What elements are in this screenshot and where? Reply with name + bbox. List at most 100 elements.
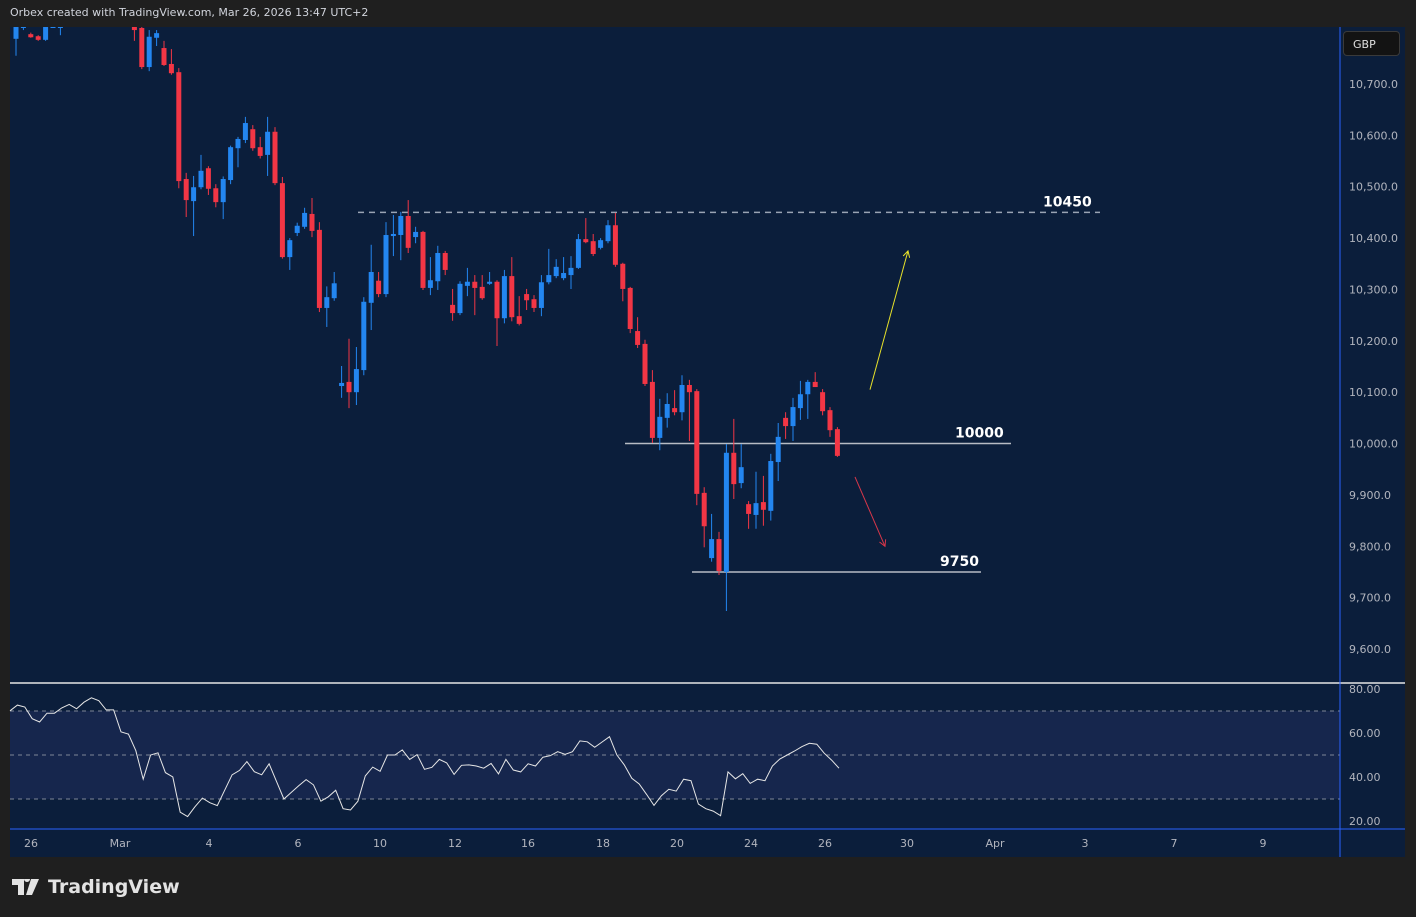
candle	[575, 233, 581, 269]
candle	[287, 238, 293, 270]
candle	[368, 244, 374, 331]
candle-body	[376, 280, 382, 295]
candle-body	[213, 188, 219, 203]
candle	[701, 487, 707, 548]
candle-body	[168, 63, 174, 74]
candle-body	[679, 384, 685, 413]
candle	[13, 27, 19, 56]
candle-body	[561, 273, 567, 279]
currency-button[interactable]: GBP	[1343, 31, 1400, 56]
candle-body	[457, 283, 463, 314]
rsi-tick-label: 20.00	[1349, 815, 1381, 828]
candle	[487, 271, 493, 285]
candle-body	[383, 235, 389, 295]
candle-body	[235, 138, 241, 149]
candle-body	[760, 502, 766, 510]
time-tick-label: 20	[670, 837, 684, 850]
time-tick-label: 10	[373, 837, 387, 850]
candle	[191, 175, 197, 237]
candle-body	[538, 282, 544, 308]
candle	[679, 375, 685, 421]
candle	[242, 116, 248, 144]
candle	[553, 259, 559, 279]
candle	[805, 379, 811, 419]
candle-body	[738, 467, 744, 484]
level-label-10450: 10450	[1043, 194, 1092, 210]
candle-body	[524, 294, 530, 301]
candle-body	[627, 287, 633, 330]
candle-body	[442, 252, 448, 270]
candle-body	[620, 263, 626, 289]
candle	[220, 176, 226, 220]
candle-body	[649, 381, 655, 438]
rsi-axis[interactable]: 80.00 60.00 40.00 20.00	[1349, 683, 1381, 828]
candle	[797, 380, 803, 420]
candle-body	[642, 343, 648, 384]
tradingview-logo[interactable]: TradingView	[12, 876, 180, 898]
candle-body	[176, 72, 182, 182]
price-tick-label: 10,000.0	[1349, 438, 1398, 451]
candle-body	[183, 179, 189, 201]
candle	[509, 257, 515, 322]
candle-body	[405, 216, 411, 248]
price-axis[interactable]: 10,700.0 10,600.0 10,500.0 10,400.0 10,300.0…	[1349, 78, 1398, 656]
rsi-indicator	[9, 697, 840, 818]
candle	[361, 297, 367, 376]
time-tick-label: 18	[596, 837, 610, 850]
candle	[605, 220, 611, 244]
rsi-pane	[10, 710, 1340, 800]
candle-body	[568, 267, 574, 276]
candle	[694, 389, 700, 506]
time-tick-label: 6	[295, 837, 302, 850]
candle-body	[531, 299, 537, 308]
arrow-shaft	[869, 250, 909, 390]
candle	[405, 200, 411, 253]
candle	[583, 218, 589, 244]
candle	[435, 245, 441, 290]
candle	[146, 30, 152, 72]
tradingview-logo-icon	[12, 879, 39, 895]
level-label-9750: 9750	[940, 554, 979, 570]
candle-body	[331, 283, 337, 299]
candle	[746, 501, 752, 529]
candle	[590, 233, 596, 257]
candle	[635, 317, 641, 349]
candle	[168, 49, 174, 75]
candle	[516, 296, 522, 326]
candle	[479, 275, 485, 300]
candle	[176, 68, 182, 189]
arrow-up	[869, 249, 911, 390]
candle-body	[546, 275, 552, 283]
candle-body	[50, 27, 56, 28]
candle	[294, 222, 300, 237]
candle-body	[316, 229, 322, 308]
time-tick-label: 24	[744, 837, 758, 850]
candle-body	[198, 170, 204, 188]
candle	[723, 444, 729, 611]
time-tick-label: 9	[1260, 837, 1267, 850]
time-tick-label: 30	[900, 837, 914, 850]
candle-body	[287, 240, 293, 258]
candle	[664, 393, 670, 428]
candle	[309, 198, 315, 238]
candle-body	[368, 271, 374, 303]
candle	[464, 267, 470, 297]
time-tick-label: Apr	[985, 837, 1005, 850]
candle-body	[509, 276, 515, 318]
candle	[346, 338, 352, 409]
candle-body	[605, 225, 611, 242]
candle-body	[805, 381, 811, 395]
candle-body	[205, 168, 211, 189]
time-axis[interactable]: 26 Mar 4 6 10 12 16 18 20 24 26 30 Apr 3 7 9	[24, 837, 1267, 850]
candle	[524, 288, 530, 310]
rsi-line	[9, 697, 840, 818]
candle	[420, 230, 426, 290]
candle	[642, 339, 648, 387]
candle	[753, 471, 759, 529]
candle-body	[161, 48, 167, 65]
candle-body	[664, 403, 670, 418]
candle	[265, 116, 271, 176]
candle	[760, 475, 766, 526]
candle	[398, 211, 404, 261]
